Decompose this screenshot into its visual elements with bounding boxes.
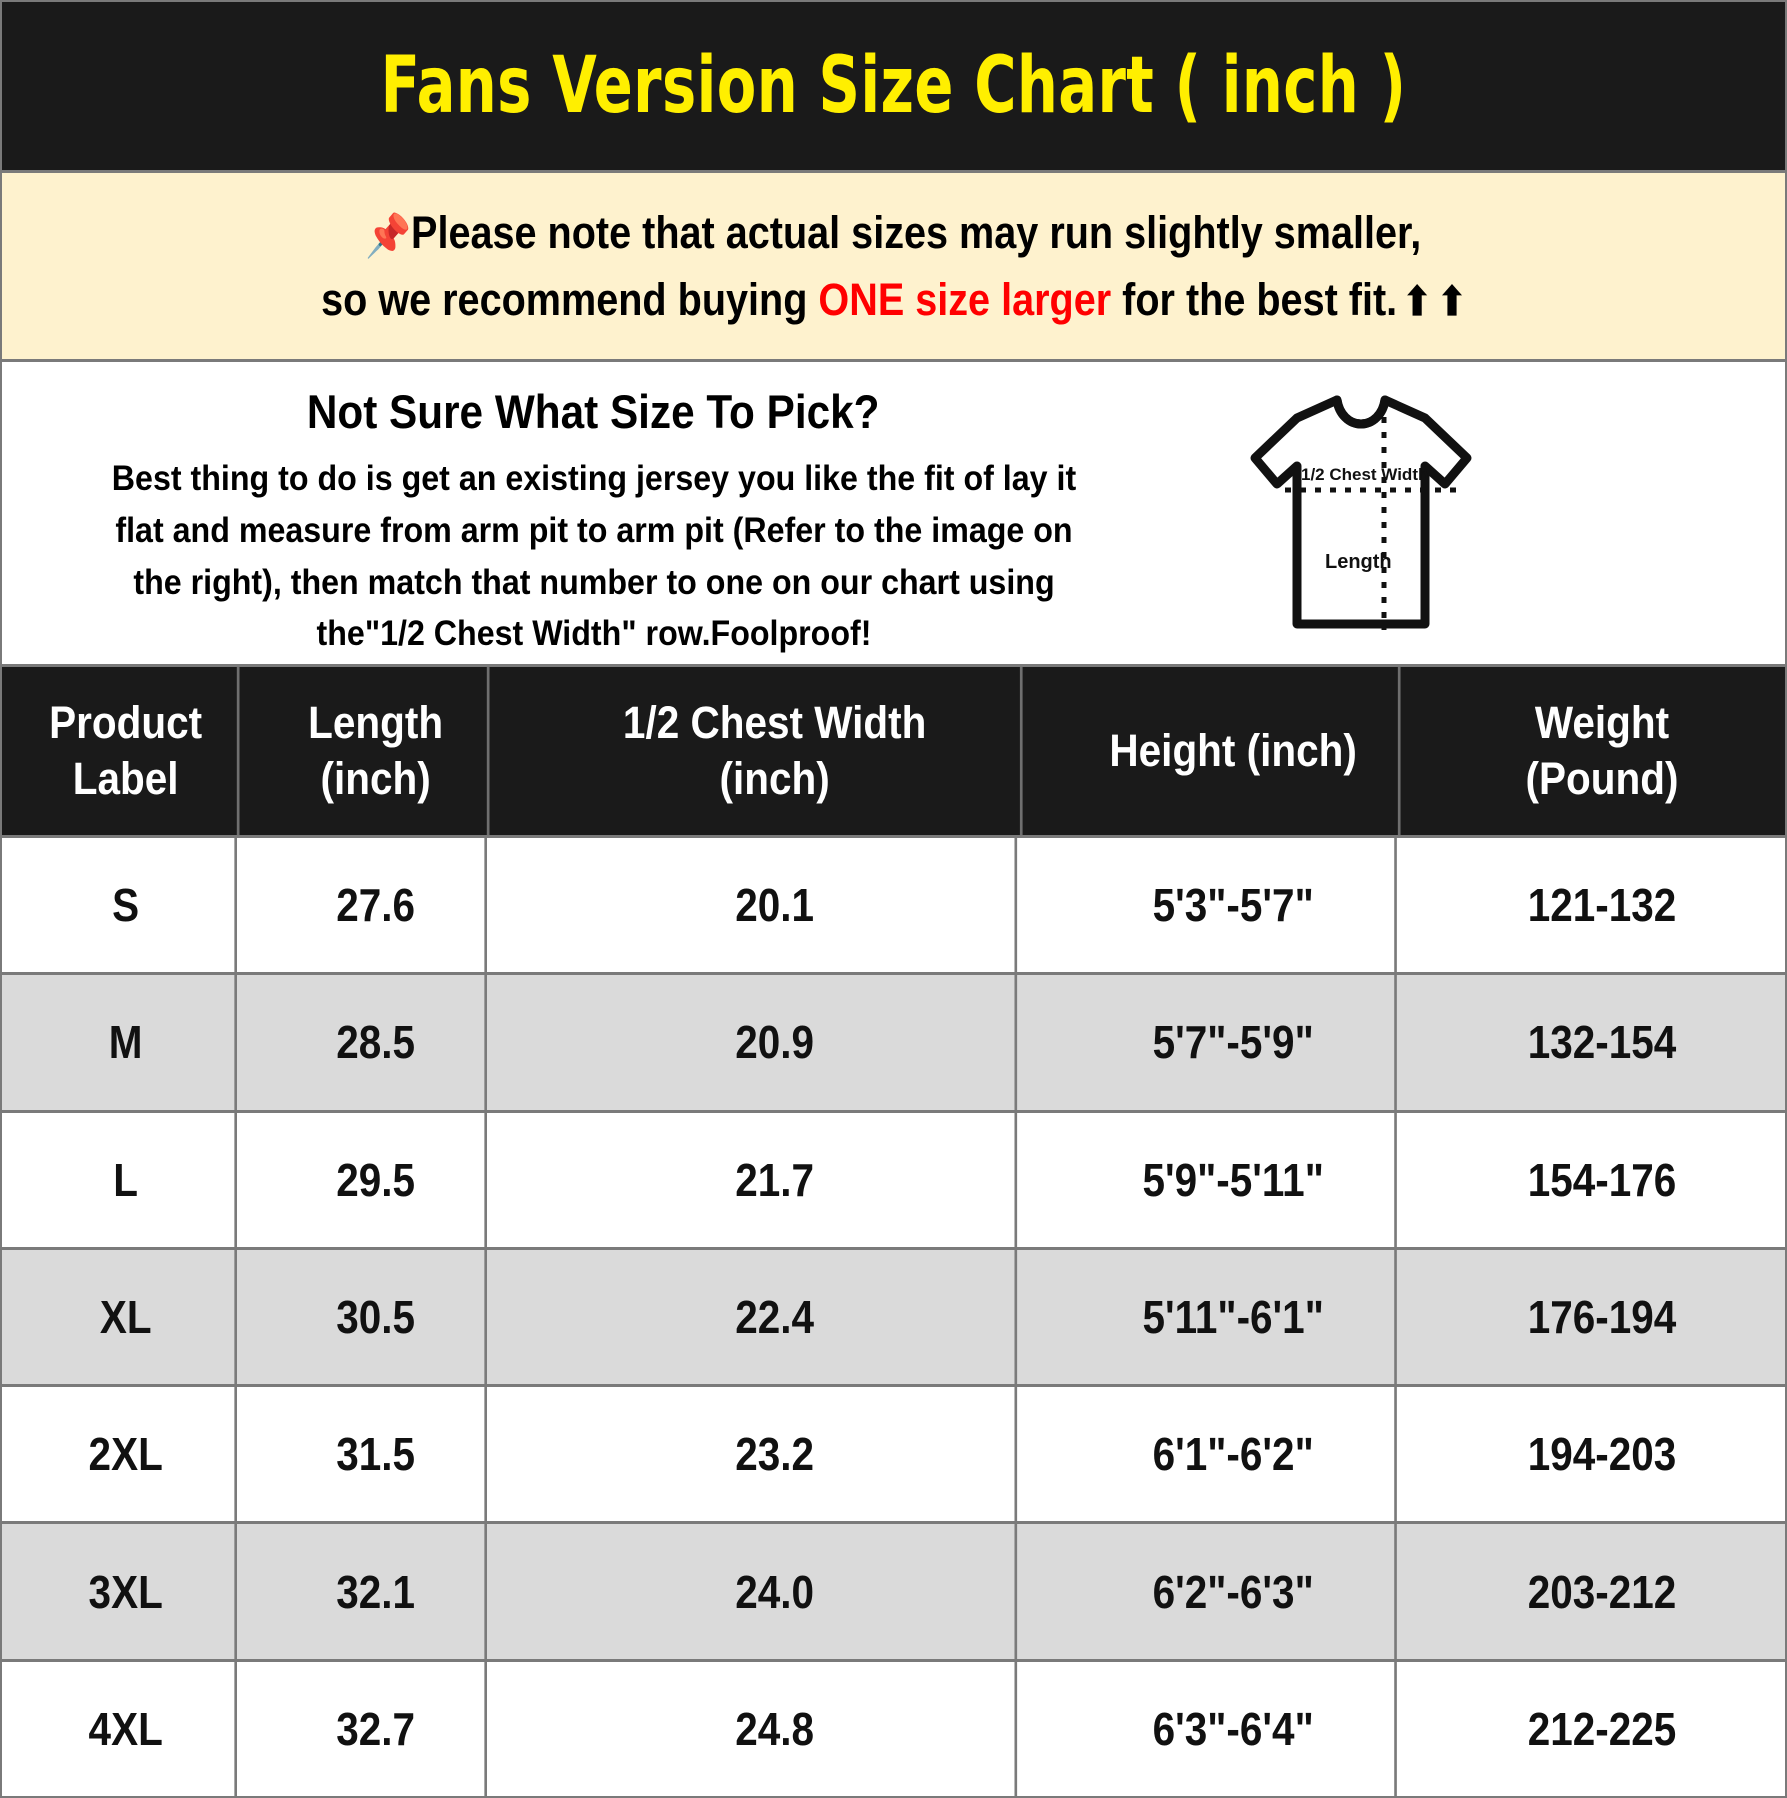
cell-length: 31.5: [267, 1387, 487, 1522]
cell-length: 30.5: [267, 1249, 487, 1385]
cell-weight: 154-176: [1527, 1153, 1677, 1206]
size-help-heading: Not Sure What Size To Pick?: [307, 385, 880, 438]
header-weight: Weight (Pound): [1525, 696, 1679, 804]
header-length: Length (inch): [265, 667, 490, 835]
size-help-text: Not Sure What Size To Pick? Best thing t…: [2, 362, 1205, 664]
tshirt-diagram: 1/2 Chest Width Length: [1205, 362, 1785, 664]
note-line-2-suffix: for the best fit.: [1110, 273, 1397, 325]
cell-size: XL: [17, 1249, 237, 1385]
cell-height: 5'9"-5'11": [1072, 1112, 1397, 1247]
cell-height: 5'7"-5'9": [1072, 975, 1397, 1110]
note-line-2-prefix: so we recommend buying: [320, 273, 819, 325]
cell-weight: 203-212: [1527, 1565, 1677, 1618]
table-row: 2XL 31.5 23.2 6'1"-6'2" 194-203: [2, 1387, 1785, 1525]
arrow-up-icon-2: ⬆: [1436, 279, 1467, 324]
cell-weight: 121-132: [1527, 879, 1677, 932]
cell-length: 29.5: [267, 1112, 487, 1247]
page-title: Fans Version Size Chart ( inch ): [380, 41, 1407, 131]
size-help-body: Best thing to do is get an existing jers…: [111, 459, 1076, 654]
cell-half-chest: 22.4: [535, 1249, 1018, 1385]
table-row: L 29.5 21.7 5'9"-5'11" 154-176: [2, 1112, 1785, 1250]
cell-half-chest: 20.1: [535, 838, 1018, 973]
cell-weight: 176-194: [1527, 1290, 1677, 1343]
cell-half-chest: 24.0: [535, 1524, 1018, 1659]
cell-size: 2XL: [17, 1387, 237, 1522]
header-half-chest-width: 1/2 Chest Width (inch): [529, 667, 1023, 835]
cell-height: 5'11"-6'1": [1072, 1249, 1397, 1385]
cell-size: M: [17, 975, 237, 1110]
note-line-1-text: Please note that actual sizes may run sl…: [411, 206, 1422, 258]
note-line-2: so we recommend buying ONE size larger f…: [321, 267, 1467, 332]
length-label: Length: [1325, 551, 1392, 573]
size-table: Product Label Length (inch) 1/2 Chest Wid…: [2, 667, 1785, 1796]
cell-length: 28.5: [267, 975, 487, 1110]
cell-weight: 212-225: [1527, 1702, 1677, 1755]
cell-half-chest: 24.8: [535, 1661, 1018, 1796]
cell-size: L: [17, 1112, 237, 1247]
cell-weight: 132-154: [1527, 1016, 1677, 1069]
cell-length: 27.6: [267, 838, 487, 973]
cell-height: 6'2"-6'3": [1072, 1524, 1397, 1659]
cell-weight: 194-203: [1527, 1428, 1677, 1481]
table-header-row: Product Label Length (inch) 1/2 Chest Wid…: [2, 667, 1785, 838]
size-help-section: Not Sure What Size To Pick? Best thing t…: [2, 362, 1785, 667]
cell-height: 6'3"-6'4": [1072, 1661, 1397, 1796]
table-row: XL 30.5 22.4 5'11"-6'1" 176-194: [2, 1249, 1785, 1388]
chart-title-bar: Fans Version Size Chart ( inch ): [2, 2, 1785, 173]
table-row: 4XL 32.7 24.8 6'3"-6'4" 212-225: [2, 1661, 1785, 1796]
cell-size: 4XL: [17, 1661, 237, 1796]
cell-height: 5'3"-5'7": [1072, 838, 1397, 973]
tshirt-outline-icon: 1/2 Chest Width Length: [1250, 395, 1472, 630]
header-height: Height (inch): [1068, 667, 1401, 835]
cell-length: 32.7: [267, 1661, 487, 1796]
note-line-1: 📌Please note that actual sizes may run s…: [365, 200, 1421, 267]
chest-width-label: 1/2 Chest Width: [1301, 465, 1428, 484]
header-product-label: Product Label: [15, 667, 240, 835]
note-highlight-one-size-larger: ONE size larger: [818, 273, 1111, 325]
cell-size: 3XL: [17, 1524, 237, 1659]
cell-half-chest: 23.2: [535, 1387, 1018, 1522]
table-row: S 27.6 20.1 5'3"-5'7" 121-132: [2, 838, 1785, 976]
table-row: M 28.5 20.9 5'7"-5'9" 132-154: [2, 975, 1785, 1113]
sizing-note-banner: 📌Please note that actual sizes may run s…: [2, 173, 1785, 362]
pushpin-icon: 📌: [365, 211, 412, 259]
cell-length: 32.1: [267, 1524, 487, 1659]
cell-size: S: [17, 838, 237, 973]
cell-half-chest: 20.9: [535, 975, 1018, 1110]
cell-half-chest: 21.7: [535, 1112, 1018, 1247]
table-row: 3XL 32.1 24.0 6'2"-6'3" 203-212: [2, 1524, 1785, 1662]
cell-height: 6'1"-6'2": [1072, 1387, 1397, 1522]
arrow-up-icon-1: ⬆: [1402, 279, 1432, 324]
